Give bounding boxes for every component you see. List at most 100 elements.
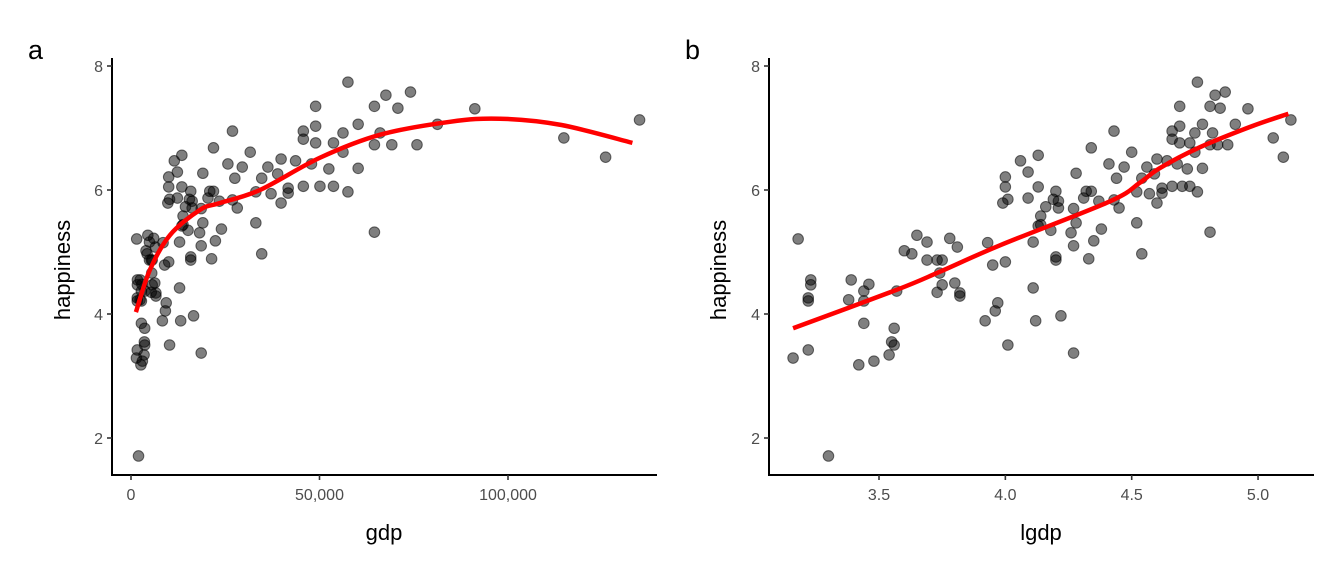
panel-b-y-tick-label: 8 xyxy=(751,59,760,76)
panel-b-data-point xyxy=(888,322,900,335)
panel-a-data-point xyxy=(314,180,326,193)
panel-b-data-point xyxy=(999,181,1012,193)
panel-b-x-tick-label: 4.0 xyxy=(994,487,1016,504)
panel-a-data-point xyxy=(368,226,381,238)
panel-a-data-point xyxy=(309,100,322,113)
panel-b-data-point xyxy=(997,197,1009,209)
panel-a-data-point xyxy=(352,118,364,131)
panel-a-data-point xyxy=(368,138,381,151)
panel-b-data-point xyxy=(1032,149,1045,162)
panel-b-data-point xyxy=(1082,253,1095,265)
panel-a-data-point xyxy=(215,223,228,235)
panel-a-y-axis-title: happiness xyxy=(50,220,75,320)
panel-b-data-point xyxy=(845,274,858,286)
panel-b-data-point xyxy=(852,359,865,371)
panel-b-data-point xyxy=(1191,76,1204,88)
panel-b-x-tick-label: 4.5 xyxy=(1121,487,1143,504)
panel-b-data-point xyxy=(999,256,1012,268)
panel-b-data-point xyxy=(1029,315,1042,327)
panel-a-data-point xyxy=(187,310,200,322)
panel-b-data-point xyxy=(943,232,956,245)
panel-b-data-point xyxy=(1113,202,1125,214)
panel-a-data-point xyxy=(197,167,209,180)
panel-a-data-point xyxy=(558,132,570,144)
panel-b-smooth-line xyxy=(792,111,1290,331)
panel-a-data-point xyxy=(404,86,417,98)
panel-a-data-point xyxy=(171,192,184,204)
panel-a-data-point xyxy=(411,138,423,151)
panel-a-data-point xyxy=(205,253,218,265)
panel-b-data-point xyxy=(1141,161,1153,173)
panel-b-data-point xyxy=(1055,310,1067,322)
panel-a-data-point xyxy=(171,166,184,178)
panel-b-x-tick-label: 3.5 xyxy=(868,487,890,504)
panel-b-data-point xyxy=(1214,102,1226,114)
panel-b-data-point xyxy=(1050,254,1062,266)
panel-b-data-point xyxy=(906,248,918,260)
panel-b-data-point xyxy=(863,278,875,291)
panel-a-data-point xyxy=(173,236,186,248)
panel-b-data-point xyxy=(1067,240,1080,252)
panel-b-data-point xyxy=(954,290,966,302)
panel-b-y-axis-title: happiness xyxy=(706,220,731,320)
panel-a-data-point xyxy=(159,305,172,317)
panel-a-data-point xyxy=(262,161,274,173)
panel-a-data-point xyxy=(195,240,208,252)
panel-b-data-point xyxy=(1130,217,1143,229)
panel-a-data-point xyxy=(162,181,175,193)
panel-a-data-point xyxy=(150,290,162,302)
panel-a-data-point xyxy=(162,171,175,183)
panel-b-data-point xyxy=(1206,127,1219,139)
panel-a-data-point xyxy=(368,100,381,113)
panel-a-data-point xyxy=(195,347,208,359)
panel-a-data-point xyxy=(289,155,302,167)
panel-b-y-tick-label: 4 xyxy=(751,307,760,324)
panel-a-data-point xyxy=(138,349,150,361)
panel-b-data-point xyxy=(1039,200,1052,213)
panel-b-data-point xyxy=(888,339,900,351)
panel-a-data-point xyxy=(633,114,646,126)
panel-b-data-point xyxy=(1067,202,1080,215)
panel-b-data-point xyxy=(1052,202,1065,214)
panel-a-smooth-line xyxy=(133,116,633,313)
panel-a-data-point xyxy=(265,187,277,200)
panel-a-data-point xyxy=(309,137,322,149)
panel-b-data-point xyxy=(981,236,994,249)
panel-a-data-point xyxy=(327,137,340,149)
panel-a-data-point xyxy=(275,197,287,209)
panel-b-data-point xyxy=(1103,158,1115,170)
panel-b-data-point xyxy=(1067,347,1080,359)
panel-a-data-point xyxy=(209,235,222,247)
panel-b-data-point xyxy=(1242,102,1254,115)
panel-a-data-point xyxy=(352,162,364,175)
panel-b-data-point xyxy=(1204,226,1216,238)
panel-a-data-point xyxy=(342,186,354,198)
panel-b-y-tick-label: 2 xyxy=(751,431,760,448)
panel-b-data-point xyxy=(1070,217,1082,229)
panel-b-data-point xyxy=(1032,181,1045,193)
panel-a-tag: a xyxy=(28,35,44,65)
panel-b-data-point xyxy=(1229,118,1242,131)
panel-b-data-point xyxy=(1108,125,1120,137)
panel-a-data-point xyxy=(231,202,244,214)
panel-a-data-point xyxy=(162,256,175,268)
panel-b-data-point xyxy=(1166,180,1178,193)
panel-a-data-point xyxy=(250,217,262,229)
panel-b-data-point xyxy=(1095,223,1108,235)
panel-b-data-point xyxy=(979,315,991,327)
panel-a-data-point xyxy=(469,102,481,115)
panel-a-plot-area: 2 4 6 8 0 50,000 100,000 xyxy=(94,58,657,504)
panel-a-x-axis-title: gdp xyxy=(366,520,403,545)
panel-b-data-point xyxy=(936,254,948,266)
panel-a-data-point xyxy=(297,180,310,193)
panel-b-data-point xyxy=(1156,187,1168,199)
panel-b-data-point xyxy=(1136,248,1148,260)
panel-b-data-point xyxy=(822,450,835,462)
panel-b-data-point xyxy=(1143,187,1156,200)
panel-a-data-point xyxy=(182,224,194,237)
panel-b-data-point xyxy=(921,236,933,248)
panel-b-data-point xyxy=(883,349,895,361)
panel-b-data-point xyxy=(1085,185,1098,198)
panel-a-data-point xyxy=(156,315,169,327)
panel-a-data-point xyxy=(222,158,234,170)
